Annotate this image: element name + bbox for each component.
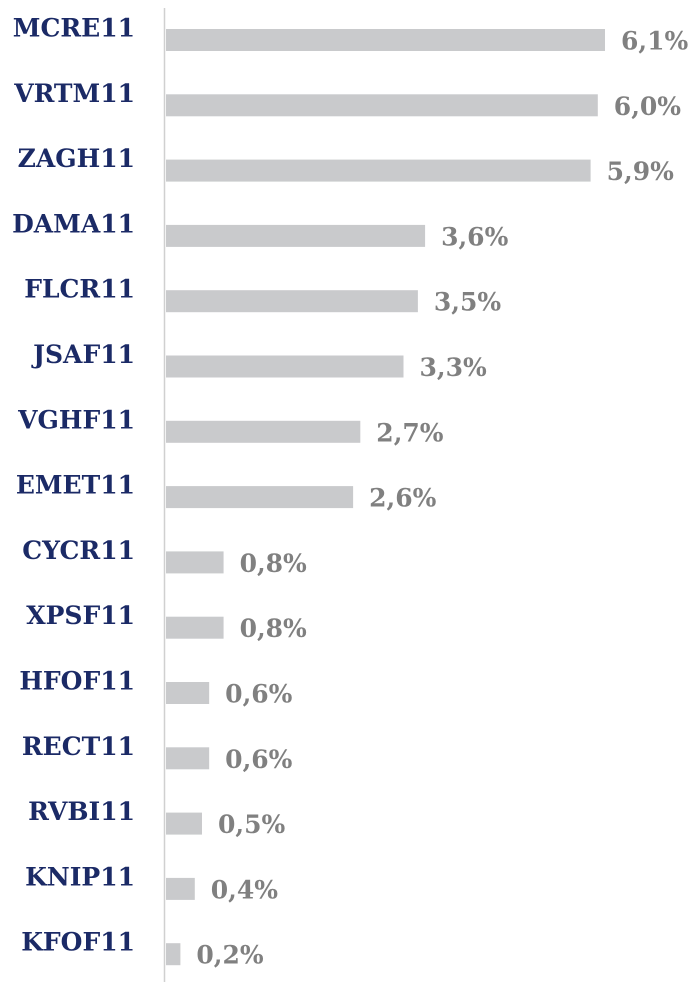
value-label: 3,6% — [441, 222, 508, 251]
bar — [166, 224, 426, 247]
value-label: 0,2% — [196, 941, 263, 970]
value-label: 0,8% — [240, 549, 307, 578]
value-label: 3,5% — [434, 288, 501, 317]
bar — [166, 877, 195, 900]
bar — [166, 616, 224, 639]
bar — [166, 812, 202, 835]
bar — [166, 159, 591, 182]
category-label: ZAGH11 — [18, 144, 135, 173]
value-label: 2,6% — [369, 484, 436, 513]
bar — [166, 94, 598, 117]
value-label: 0,5% — [218, 810, 285, 839]
value-label: 3,3% — [419, 353, 486, 382]
category-label: KFOF11 — [21, 928, 135, 957]
category-label: MCRE11 — [13, 14, 135, 43]
category-label: RVBI11 — [28, 797, 135, 826]
value-label: 5,9% — [607, 157, 674, 186]
category-label: VRTM11 — [13, 79, 135, 108]
category-label: EMET11 — [16, 471, 135, 500]
value-label: 6,0% — [614, 92, 681, 121]
category-label: DAMA11 — [12, 209, 135, 238]
value-label: 0,6% — [225, 745, 292, 774]
category-label: HFOF11 — [19, 667, 135, 696]
value-label: 0,8% — [240, 614, 307, 643]
value-label: 6,1% — [621, 27, 688, 56]
bar — [166, 290, 418, 313]
category-label: RECT11 — [22, 732, 135, 761]
bar — [166, 355, 404, 378]
value-label: 0,4% — [211, 875, 278, 904]
value-label: 0,6% — [225, 680, 292, 709]
bar — [166, 943, 181, 966]
bar — [166, 29, 605, 51]
category-label: XPSF11 — [26, 601, 135, 630]
bar — [166, 682, 210, 704]
bar — [166, 551, 224, 574]
bar — [166, 420, 361, 443]
category-label: KNIP11 — [25, 862, 135, 891]
category-label: JSAF11 — [31, 340, 135, 369]
category-label: VGHF11 — [17, 405, 135, 434]
category-label: FLCR11 — [24, 275, 135, 304]
category-label: CYCR11 — [22, 536, 135, 565]
value-label: 2,7% — [376, 418, 443, 447]
bar — [166, 747, 210, 770]
bar — [166, 486, 354, 509]
